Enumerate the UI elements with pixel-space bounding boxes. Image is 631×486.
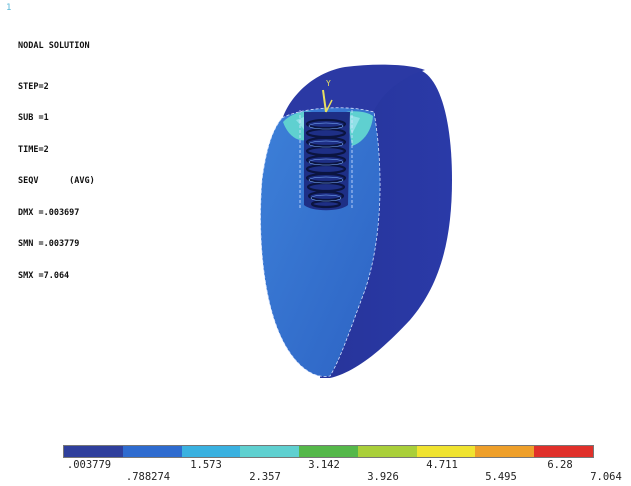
legend-label-9: 6.28 <box>547 459 573 471</box>
legend-label-7: 4.711 <box>426 459 458 471</box>
info-seqv: SEQV (AVG) <box>18 176 95 186</box>
legend-band-8 <box>475 446 535 457</box>
legend-band-2 <box>122 446 182 457</box>
legend-band-5 <box>299 446 358 457</box>
legend-band-7 <box>416 446 476 457</box>
triad-label: Y <box>326 79 331 88</box>
legend-band-6 <box>357 446 417 457</box>
legend-label-6: 3.926 <box>367 471 399 483</box>
bone-top-surface <box>282 64 425 120</box>
legend-label-1: .003779 <box>66 459 112 471</box>
info-title: NODAL SOLUTION <box>18 41 90 51</box>
contour-legend-bar <box>63 445 594 458</box>
section-outline <box>299 110 353 210</box>
legend-label-5: 3.142 <box>308 459 340 471</box>
legend-band-4 <box>240 446 300 457</box>
bone-cut-face <box>260 107 381 377</box>
coordinate-triad: Y <box>322 79 333 113</box>
legend-label-2: .788274 <box>125 471 171 483</box>
legend-label-3: 1.573 <box>190 459 222 471</box>
legend-band-9 <box>534 446 594 457</box>
fea-model-view[interactable]: Y <box>0 0 631 430</box>
implant-thread-highlights <box>308 122 344 202</box>
window-number: 1 <box>6 3 12 13</box>
legend-band-3 <box>181 446 241 457</box>
info-dmx: DMX =.003697 <box>18 207 80 218</box>
info-step: STEP=2 <box>18 81 49 92</box>
info-smx: SMX =7.064 <box>18 270 70 281</box>
legend-label-10: 7.064 <box>590 471 622 483</box>
legend-band-1 <box>64 446 123 457</box>
implant-threads <box>305 118 347 209</box>
info-time: TIME=2 <box>18 144 49 155</box>
solution-info-panel: NODAL SOLUTION STEP=2 SUB =1 TIME=2 SEQV… <box>18 20 95 292</box>
legend-label-8: 5.495 <box>485 471 517 483</box>
info-sub: SUB =1 <box>18 113 49 123</box>
info-smn: SMN =.003779 <box>18 239 80 249</box>
legend-label-4: 2.357 <box>249 471 281 483</box>
